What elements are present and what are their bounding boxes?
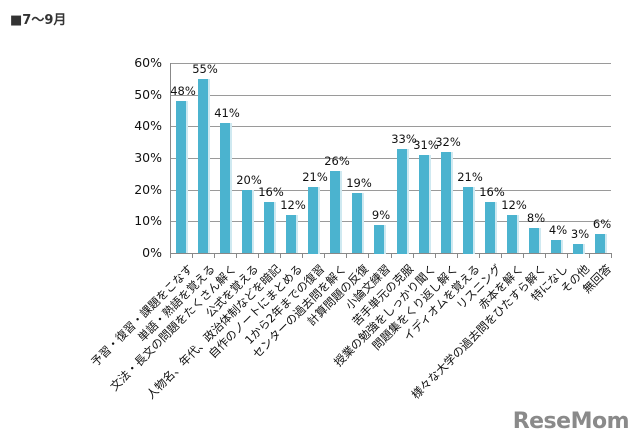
value-label: 33% [391, 132, 417, 146]
bar [529, 228, 539, 253]
x-tick [258, 253, 259, 258]
bar [551, 240, 561, 253]
gridline [170, 95, 611, 96]
bar [463, 187, 473, 254]
bar [374, 225, 384, 254]
bar [176, 101, 186, 253]
bar [220, 123, 230, 253]
x-tick [523, 253, 524, 258]
x-tick [391, 253, 392, 258]
value-label: 20% [236, 173, 262, 187]
bar [198, 79, 208, 253]
value-label: 4% [548, 223, 568, 237]
x-tick [346, 253, 347, 258]
resemom-logo: ReseMom [512, 409, 630, 434]
bar [595, 234, 605, 253]
bar [286, 215, 296, 253]
x-tick [302, 253, 303, 258]
x-tick [501, 253, 502, 258]
bar [330, 171, 340, 253]
y-tick-label: 40% [134, 118, 162, 133]
value-label: 9% [371, 208, 391, 222]
gridline [170, 221, 611, 222]
x-tick [192, 253, 193, 258]
x-tick [368, 253, 369, 258]
y-tick-label: 0% [142, 245, 162, 260]
gridline [170, 126, 611, 127]
value-label: 21% [457, 170, 483, 184]
x-tick [280, 253, 281, 258]
bar [242, 190, 252, 253]
bar [573, 244, 583, 254]
value-label: 6% [592, 217, 612, 231]
bar [419, 155, 429, 253]
bar [441, 152, 451, 253]
chart-title: ■7～9月 [10, 13, 67, 28]
bar [507, 215, 517, 253]
value-label: 32% [435, 135, 461, 149]
gridline [170, 190, 611, 191]
gridline [170, 63, 611, 64]
value-label: 21% [302, 170, 328, 184]
x-tick [567, 253, 568, 258]
y-tick-label: 10% [134, 213, 162, 228]
x-tick [589, 253, 590, 258]
y-tick-label: 50% [134, 87, 162, 102]
bar [397, 149, 407, 254]
bar [264, 202, 274, 253]
value-label: 16% [258, 185, 284, 199]
x-tick [611, 253, 612, 258]
value-label: 12% [280, 198, 306, 212]
y-tick-label: 20% [134, 182, 162, 197]
bar [485, 202, 495, 253]
value-label: 26% [324, 154, 350, 168]
x-tick [170, 253, 171, 258]
value-label: 16% [479, 185, 505, 199]
bar [308, 187, 318, 254]
x-axis [170, 253, 611, 254]
value-label: 55% [192, 62, 218, 76]
value-label: 12% [501, 198, 527, 212]
y-tick-label: 60% [134, 55, 162, 70]
x-tick [435, 253, 436, 258]
x-tick [236, 253, 237, 258]
x-tick [214, 253, 215, 258]
x-tick [457, 253, 458, 258]
gridline [170, 158, 611, 159]
value-label: 3% [570, 227, 590, 241]
y-tick-label: 30% [134, 150, 162, 165]
value-label: 8% [526, 211, 546, 225]
value-label: 48% [170, 84, 196, 98]
x-tick [545, 253, 546, 258]
value-label: 19% [346, 176, 372, 190]
bar [352, 193, 362, 253]
y-axis [170, 63, 171, 253]
value-label: 31% [413, 138, 439, 152]
x-tick [413, 253, 414, 258]
x-tick [479, 253, 480, 258]
x-tick [324, 253, 325, 258]
value-label: 41% [214, 106, 240, 120]
